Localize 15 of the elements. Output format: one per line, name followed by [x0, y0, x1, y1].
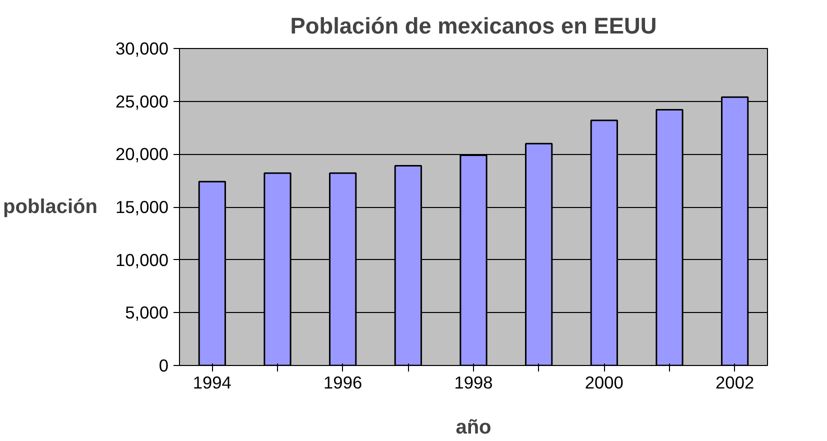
x-tick-label: 1998 [454, 372, 493, 392]
y-tick-label: 30,000 [116, 38, 168, 58]
y-axis-title: población [3, 196, 98, 218]
y-tick-label: 20,000 [116, 144, 168, 164]
y-tick-label: 10,000 [116, 250, 168, 270]
x-tick-label: 2002 [716, 372, 754, 392]
y-tick-label: 15,000 [116, 197, 168, 217]
x-tick-label: 2000 [584, 372, 624, 392]
x-tick-label: 1996 [324, 372, 362, 392]
chart-title: Población de mexicanos en EEUU [290, 12, 657, 38]
x-tick-label: 1994 [192, 372, 232, 392]
x-axis-title: año [456, 416, 492, 438]
y-tick-label: 25,000 [116, 91, 168, 112]
y-tick-label: 5,000 [125, 302, 169, 323]
y-tick-label: 0 [158, 356, 169, 376]
